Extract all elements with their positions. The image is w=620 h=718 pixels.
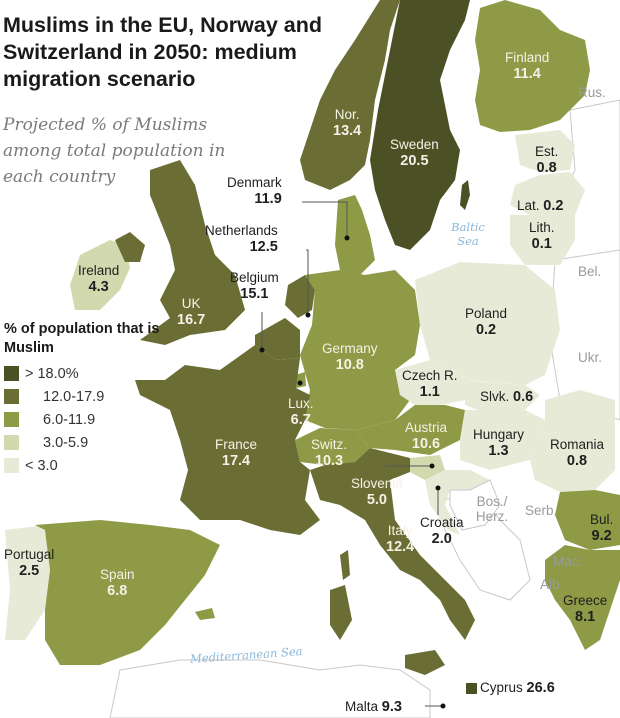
label-bulgaria: Bul. 9.2 bbox=[590, 512, 614, 544]
label-bosnia: Bos./ Herz. bbox=[475, 494, 509, 524]
label-albania: Alb. bbox=[540, 577, 564, 592]
country-bulgaria bbox=[555, 490, 620, 550]
country-lithuania bbox=[510, 215, 575, 265]
label-germany: Germany 10.8 bbox=[322, 341, 378, 373]
label-baltic-sea: Baltic Sea bbox=[451, 220, 485, 248]
legend-label: > 18.0% bbox=[25, 365, 79, 382]
country-switzerland bbox=[295, 428, 370, 465]
label-norway: Nor. 13.4 bbox=[333, 107, 362, 139]
legend-title: % of population that is Muslim bbox=[4, 321, 160, 356]
country-italy bbox=[310, 448, 475, 640]
label-austria: Austria 10.6 bbox=[405, 420, 448, 452]
label-ukraine: Ukr. bbox=[578, 350, 603, 365]
country-portugal bbox=[5, 525, 50, 640]
country-poland bbox=[415, 262, 560, 385]
legend-item: 3.0-5.9 bbox=[4, 431, 174, 454]
label-netherlands: Netherlands 12.5 bbox=[205, 223, 278, 255]
label-switzerland: Switz. 10.3 bbox=[311, 437, 348, 469]
legend-item: 12.0-17.9 bbox=[4, 385, 174, 408]
leader-dots bbox=[259, 235, 446, 709]
country-finland bbox=[475, 0, 590, 132]
legend-label: < 3.0 bbox=[25, 457, 58, 474]
country-denmark bbox=[335, 195, 375, 275]
country-spain bbox=[35, 520, 220, 665]
legend-label: 12.0-17.9 bbox=[43, 388, 105, 405]
legend-swatch bbox=[4, 412, 19, 427]
label-luxembourg: Lux. 6.7 bbox=[288, 396, 314, 428]
label-russia: Rus. bbox=[578, 85, 606, 100]
country-belgium bbox=[255, 318, 300, 360]
label-belarus: Bel. bbox=[578, 264, 602, 279]
country-slovenia bbox=[410, 455, 445, 480]
legend-swatch bbox=[4, 435, 19, 450]
label-denmark: Denmark 11.9 bbox=[227, 175, 282, 207]
label-uk: UK 16.7 bbox=[177, 296, 206, 328]
country-hungary bbox=[460, 410, 545, 470]
country-germany bbox=[300, 270, 420, 430]
country-czech bbox=[395, 360, 470, 405]
country-croatia bbox=[425, 470, 490, 535]
label-slovakia: Slvk. 0.6 bbox=[480, 389, 534, 405]
country-ireland bbox=[70, 240, 130, 310]
country-sweden bbox=[370, 0, 470, 250]
legend: % of population that is Muslim > 18.0% 1… bbox=[4, 320, 174, 477]
label-slovenia: Slovenia 5.0 bbox=[351, 476, 403, 508]
legend-item: > 18.0% bbox=[4, 362, 174, 385]
label-france: France 17.4 bbox=[215, 437, 258, 469]
label-lithuania: Lith. 0.1 bbox=[529, 220, 555, 252]
country-estonia bbox=[515, 130, 575, 172]
country-france bbox=[135, 345, 320, 535]
country-slovakia bbox=[465, 380, 540, 415]
leader-lines bbox=[261, 201, 443, 707]
country-romania bbox=[530, 390, 615, 492]
country-norway bbox=[300, 0, 400, 190]
label-poland: Poland 0.2 bbox=[465, 306, 508, 338]
label-serbia: Serb. bbox=[525, 503, 558, 518]
label-italy: Italy 12.4 bbox=[386, 523, 415, 555]
legend-item: < 3.0 bbox=[4, 454, 174, 477]
label-hungary: Hungary 1.3 bbox=[473, 427, 525, 459]
page-subtitle: Projected % of Muslims among total popul… bbox=[3, 115, 226, 187]
label-greece: Greece 8.1 bbox=[563, 593, 608, 625]
label-spain: Spain 6.8 bbox=[100, 567, 135, 599]
label-portugal: Portugal 2.5 bbox=[4, 547, 55, 579]
label-ireland: Ireland 4.3 bbox=[78, 263, 120, 295]
legend-swatch bbox=[4, 458, 19, 473]
legend-item: 6.0-11.9 bbox=[4, 408, 174, 431]
cyprus-swatch bbox=[466, 683, 477, 694]
country-austria bbox=[355, 405, 465, 455]
legend-label: 3.0-5.9 bbox=[43, 434, 89, 451]
country-greece bbox=[545, 545, 620, 650]
country-latvia bbox=[510, 172, 585, 215]
country-uk bbox=[140, 160, 245, 345]
label-romania: Romania 0.8 bbox=[550, 437, 605, 469]
label-sweden: Sweden 20.5 bbox=[390, 137, 439, 169]
page-title: Muslims in the EU, Norway and Switzerlan… bbox=[3, 13, 322, 91]
label-czech: Czech R. 1.1 bbox=[402, 368, 458, 400]
label-latvia: Lat. 0.2 bbox=[517, 198, 564, 214]
label-finland: Finland 11.4 bbox=[505, 50, 550, 82]
label-macedonia: Mac. bbox=[553, 554, 583, 569]
legend-label: 6.0-11.9 bbox=[43, 411, 96, 428]
label-croatia: Croatia 2.0 bbox=[420, 515, 464, 547]
label-cyprus: Cyprus 26.6 bbox=[480, 680, 555, 696]
label-malta: Malta 9.3 bbox=[345, 699, 402, 715]
label-belgium: Belgium 15.1 bbox=[230, 270, 279, 302]
label-estonia: Est. 0.8 bbox=[535, 144, 559, 176]
legend-swatch bbox=[4, 389, 19, 404]
legend-swatch bbox=[4, 366, 19, 381]
